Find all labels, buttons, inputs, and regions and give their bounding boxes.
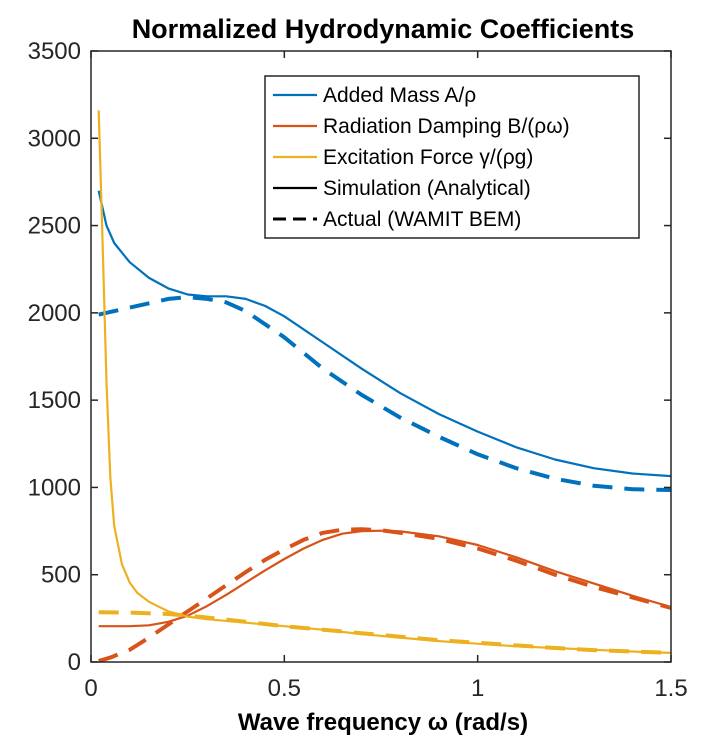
axis-ticks: 0 0.5 1 1.5 0 500 1000 1500 2000 2500 3000 3500 (28, 38, 688, 702)
legend-entry-label: Added Mass A/ρ (323, 84, 476, 107)
plot-lines (97, 110, 672, 664)
legend-entry-label: Actual (WAMIT BEM) (323, 208, 521, 231)
series-added-mass-simulation (97, 190, 672, 478)
legend-entry-label: Excitation Force γ/(ρg) (323, 146, 533, 169)
series-added-mass-actual (98, 295, 672, 492)
y-tick-label: 3000 (28, 125, 81, 152)
legend: Added Mass A/ρ Radiation Damping B/(ρω) Ex… (264, 75, 640, 239)
series-radiation-damping-simulation (98, 529, 672, 628)
y-tick-label: 1000 (28, 474, 81, 501)
x-tick-label: 1 (471, 675, 484, 702)
series-excitation-force-actual (98, 610, 672, 655)
y-tick-label: 1500 (28, 387, 81, 414)
x-axis-label: Wave frequency ω (rad/s) (238, 709, 528, 736)
axes-box (90, 50, 672, 663)
y-tick-label: 3500 (28, 38, 81, 65)
legend-entry-label: Radiation Damping B/(ρω) (323, 115, 570, 138)
x-tick-label: 1.5 (654, 675, 687, 702)
y-tick-label: 0 (68, 649, 81, 676)
legend-box (264, 75, 640, 239)
chart-title: Normalized Hydrodynamic Coefficients (132, 14, 635, 44)
y-tick-label: 2500 (28, 213, 81, 240)
y-tick-label: 500 (41, 562, 81, 589)
x-tick-label: 0 (84, 675, 97, 702)
x-tick-label: 0.5 (268, 675, 301, 702)
series-radiation-damping-actual (98, 527, 672, 664)
legend-entry-label: Simulation (Analytical) (323, 177, 531, 200)
y-tick-label: 2000 (28, 300, 81, 327)
